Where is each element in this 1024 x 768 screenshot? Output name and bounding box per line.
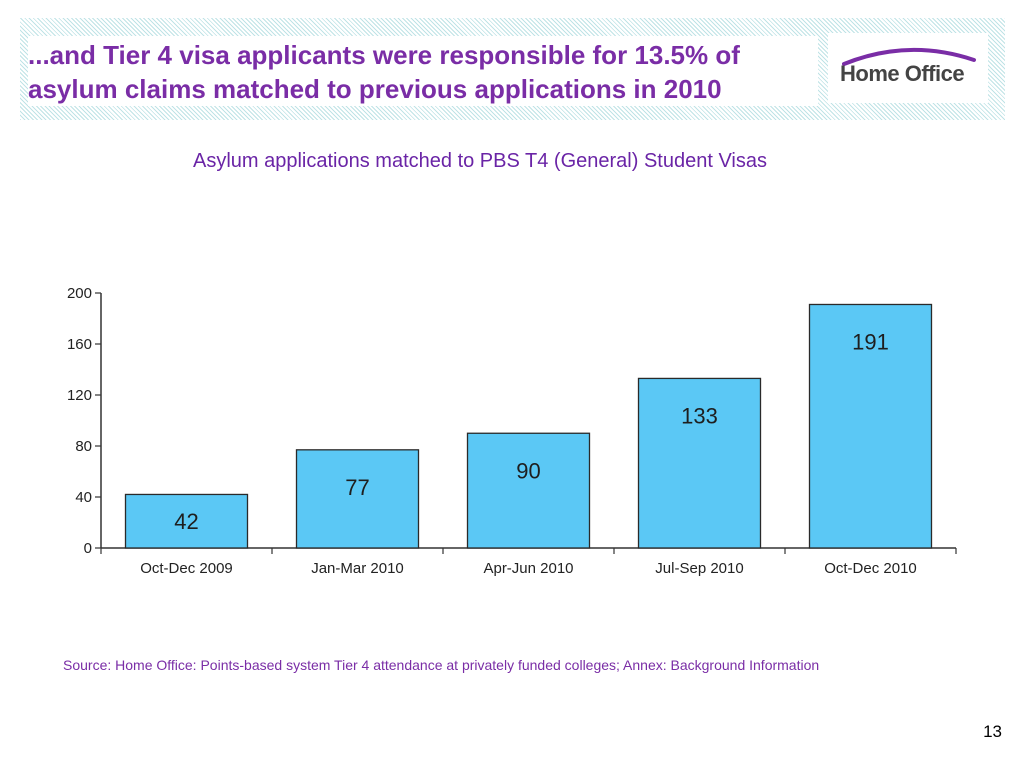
x-tick-label: Oct-Dec 2010	[824, 560, 917, 577]
x-tick-label: Jul-Sep 2010	[655, 560, 743, 577]
y-tick-label: 120	[67, 387, 92, 404]
x-tick-label: Jan-Mar 2010	[311, 560, 404, 577]
bar	[637, 377, 762, 549]
bar-data-label: 191	[852, 329, 889, 354]
bar	[124, 493, 249, 549]
bar	[808, 303, 933, 549]
bar-chart: 0 40 80 120 160 200 42 Oct-Dec 2009 77 Jan-Mar 20…	[67, 285, 957, 577]
y-tick-label: 0	[84, 540, 92, 557]
slide-title-line-2: asylum claims matched to previous applic…	[28, 74, 722, 104]
bar	[466, 432, 591, 549]
x-tick-label: Oct-Dec 2009	[140, 560, 233, 577]
bar-data-label: 90	[516, 458, 540, 483]
bar-data-label: 42	[174, 509, 198, 534]
y-tick-label: 160	[67, 336, 92, 353]
slide-title-line-1: ...and Tier 4 visa applicants were respo…	[28, 40, 740, 70]
y-tick-label: 200	[67, 285, 92, 302]
chart-title: Asylum applications matched to PBS T4 (G…	[193, 150, 767, 172]
logo-arc-icon	[842, 48, 976, 66]
bar	[295, 449, 420, 549]
slide-title: ...and Tier 4 visa applicants were respo…	[28, 38, 828, 106]
bar-data-label: 77	[345, 475, 369, 500]
home-office-logo	[828, 33, 988, 103]
title-box	[28, 36, 818, 106]
y-tick-label: 40	[75, 489, 92, 506]
y-tick-label: 80	[75, 438, 92, 455]
logo-text: Home Office	[840, 61, 965, 86]
bar-data-label: 133	[681, 403, 718, 428]
x-tick-label: Apr-Jun 2010	[483, 560, 573, 577]
source-note: Source: Home Office: Points-based system…	[63, 657, 820, 673]
page-number: 13	[983, 722, 1002, 741]
